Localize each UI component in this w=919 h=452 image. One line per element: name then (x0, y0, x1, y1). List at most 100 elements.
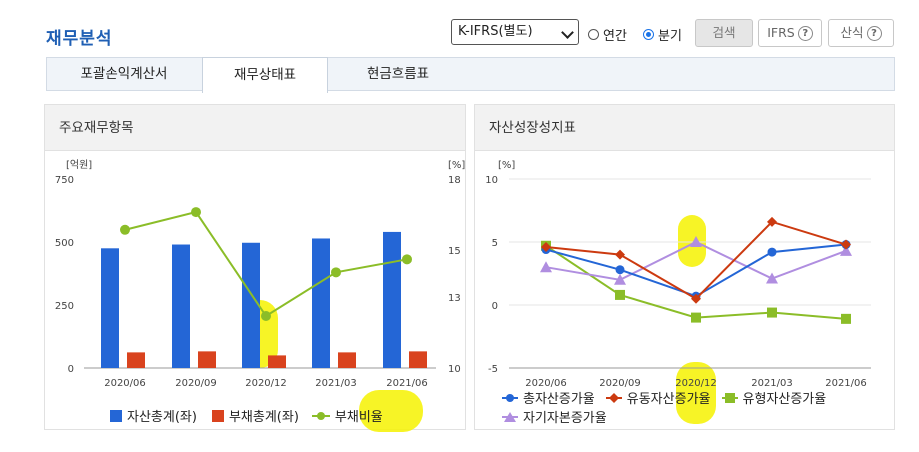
point-series-tangible-assets (691, 312, 701, 323)
y-right-tick-label: 18 (448, 175, 461, 186)
bar-assets (312, 238, 330, 368)
bar-assets (101, 248, 119, 368)
legend-swatch-equity (502, 411, 518, 422)
point-series-current-assets (691, 293, 701, 304)
point-series-total-assets (615, 265, 625, 275)
point-series-total-assets (767, 247, 777, 257)
formula-button-label: 산식 (840, 25, 864, 40)
point-series-current-assets (767, 216, 777, 227)
y-right-unit: [%] (448, 160, 465, 171)
legend-label-debt-ratio: 부채비율 (334, 410, 383, 425)
financial-items-chart: [억원] [%] 0 250 500 750 10 13 15 18 2020/06 2020/09 2… (55, 159, 465, 389)
search-button[interactable]: 검색 (695, 19, 753, 47)
point-debt-ratio (261, 311, 271, 322)
bar-liabilities (198, 351, 216, 368)
bar-liabilities (409, 351, 427, 368)
ifrs-button[interactable]: IFRS? (758, 19, 822, 47)
highlight-mark (359, 390, 423, 432)
x-tick-label: 2020/06 (525, 378, 567, 389)
point-series-current-assets (841, 239, 851, 250)
legend-label-equity: 자기자본증가율 (523, 411, 607, 426)
x-tick-label: 2021/03 (315, 378, 357, 389)
radio-quarter[interactable]: 분기 (643, 25, 682, 44)
point-series-equity (614, 273, 626, 285)
x-tick-label: 2020/09 (175, 378, 217, 389)
line-series-tangible-assets (545, 244, 847, 320)
legend-swatch-debt-ratio (311, 411, 330, 420)
y-tick-label: 0 (492, 301, 498, 312)
radio-annual[interactable]: 연간 (588, 25, 627, 44)
bar-assets (172, 244, 190, 368)
legend-swatch-assets (110, 409, 122, 422)
x-tick-label: 2021/06 (825, 378, 867, 389)
bar-assets (242, 242, 260, 368)
legend-swatch-total-assets (502, 393, 518, 402)
point-series-equity (766, 272, 778, 284)
y-left-tick-label: 750 (55, 175, 74, 186)
y-right-tick-label: 13 (448, 293, 461, 304)
tab-income-statement[interactable]: 포괄손익계산서 (80, 66, 168, 82)
right-legend-row2: 자기자본증가율 (502, 407, 607, 426)
formula-button[interactable]: 산식? (828, 19, 894, 47)
legend-label-tangible-assets: 유형자산증가율 (742, 392, 827, 407)
ifrs-button-label: IFRS (767, 25, 795, 40)
right-legend-row1: 총자산증가율 유동자산증가율 유형자산증가율 (502, 388, 826, 407)
radio-quarter-dot[interactable] (643, 29, 654, 40)
x-tick-label: 2021/03 (751, 378, 793, 389)
page-title: 재무분석 (46, 29, 113, 49)
bar-liabilities (338, 352, 356, 368)
line-debt-ratio (124, 210, 408, 318)
select-value: K-IFRS(별도) (458, 24, 533, 39)
legend-label-total-assets: 총자산증가율 (523, 392, 595, 407)
point-series-current-assets (541, 242, 551, 253)
point-debt-ratio (120, 224, 130, 235)
point-debt-ratio (402, 254, 412, 265)
point-series-tangible-assets (841, 313, 851, 324)
x-tick-label: 2021/06 (386, 378, 428, 389)
legend-swatch-current-assets (605, 392, 622, 403)
y-tick-label: -5 (488, 364, 498, 375)
legend-label-liabilities: 부채총계(좌) (228, 410, 299, 425)
y-right-tick-label: 10 (448, 364, 461, 375)
x-tick-label: 2020/12 (245, 378, 287, 389)
line-series-current-assets (545, 220, 847, 300)
tab-cash-flow[interactable]: 현금흐름표 (366, 66, 430, 82)
legend-swatch-liabilities (211, 409, 224, 422)
legend-swatch-tangible-assets (721, 392, 738, 403)
help-icon: ? (797, 26, 813, 41)
legend-label-assets: 자산총계(좌) (127, 410, 197, 425)
point-debt-ratio (191, 207, 201, 218)
x-tick-label: 2020/06 (104, 378, 146, 389)
y-left-tick-label: 0 (68, 364, 74, 375)
bar-liabilities (268, 355, 286, 368)
point-series-tangible-assets (767, 307, 777, 318)
y-tick-label: 10 (485, 175, 498, 186)
y-left-tick-label: 500 (55, 238, 74, 249)
radio-annual-label: 연간 (603, 29, 627, 44)
left-panel-title: 주요재무항목 (44, 104, 466, 151)
point-debt-ratio (331, 267, 341, 278)
highlight-mark (678, 215, 706, 267)
left-legend: 자산총계(좌) 부채총계(좌) 부채비율 (110, 406, 383, 425)
point-series-equity (840, 244, 852, 256)
y-left-unit: [억원] (66, 159, 92, 171)
point-series-equity (540, 261, 552, 273)
accounting-standard-select[interactable]: K-IFRS(별도) (451, 19, 579, 45)
x-tick-label: 2020/09 (599, 378, 641, 389)
y-unit: [%] (498, 160, 515, 171)
help-icon: ? (866, 26, 882, 41)
chevron-down-icon (561, 26, 574, 39)
tab-balance-sheet[interactable]: 재무상태표 (202, 57, 328, 93)
bar-assets (383, 231, 401, 368)
legend-label-current-assets: 유동자산증가율 (626, 392, 711, 407)
radio-quarter-label: 분기 (658, 29, 682, 44)
right-panel-title: 자산성장성지표 (474, 104, 895, 151)
point-series-equity (690, 236, 702, 247)
point-series-current-assets (615, 249, 625, 260)
y-left-tick-label: 250 (55, 301, 74, 312)
radio-annual-dot[interactable] (588, 29, 599, 40)
highlight-mark (676, 362, 716, 424)
y-tick-label: 5 (492, 238, 498, 249)
tab-bar (46, 57, 895, 91)
x-tick-label: 2020/12 (675, 378, 717, 389)
